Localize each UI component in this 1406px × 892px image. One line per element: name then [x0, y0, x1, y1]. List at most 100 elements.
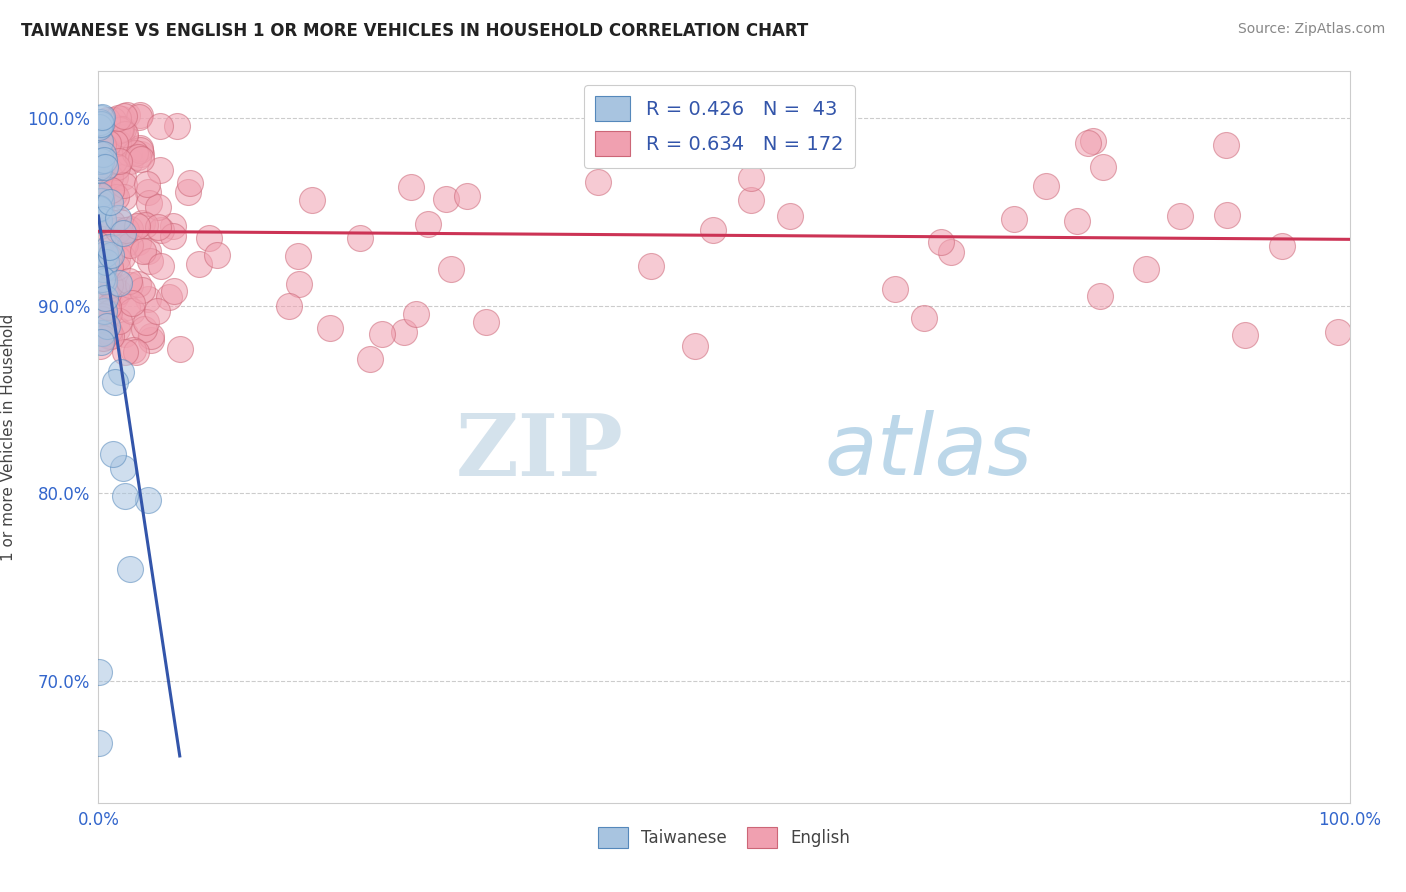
Point	[586, 175, 609, 189]
Point	[111, 112, 134, 126]
Point	[91, 326, 114, 340]
Point	[702, 223, 724, 237]
Point	[136, 492, 159, 507]
Point	[96, 323, 118, 337]
Point	[169, 343, 191, 357]
Point	[114, 223, 136, 237]
Point	[90, 117, 112, 131]
Point	[392, 325, 415, 339]
Point	[105, 251, 128, 265]
Point	[104, 158, 127, 172]
Point	[120, 277, 142, 292]
Point	[105, 161, 128, 175]
Point	[129, 143, 152, 157]
Point	[110, 123, 132, 137]
Point	[107, 276, 129, 290]
Point	[131, 216, 153, 230]
Point	[104, 136, 127, 151]
Point	[114, 127, 136, 141]
Point	[129, 146, 152, 161]
Point	[110, 365, 132, 379]
Point	[91, 261, 114, 276]
Point	[134, 218, 156, 232]
Point	[136, 292, 159, 306]
Point	[89, 665, 111, 679]
Point	[456, 189, 478, 203]
Point	[91, 183, 114, 197]
Point	[107, 211, 129, 225]
Point	[118, 146, 141, 161]
Point	[1327, 325, 1350, 339]
Point	[640, 260, 662, 274]
Y-axis label: 1 or more Vehicles in Household: 1 or more Vehicles in Household	[1, 313, 15, 561]
Point	[1066, 214, 1088, 228]
Point	[127, 219, 149, 233]
Point	[150, 260, 173, 274]
Point	[115, 108, 138, 122]
Point	[118, 237, 141, 252]
Point	[111, 135, 134, 149]
Point	[177, 186, 200, 200]
Point	[112, 121, 135, 136]
Point	[179, 176, 201, 190]
Point	[112, 178, 135, 193]
Point	[162, 219, 184, 233]
Point	[108, 153, 131, 168]
Point	[112, 190, 135, 204]
Point	[1035, 178, 1057, 193]
Point	[121, 304, 143, 318]
Point	[1090, 289, 1112, 303]
Point	[132, 322, 155, 336]
Point	[1215, 138, 1237, 153]
Point	[97, 326, 120, 340]
Point	[198, 230, 221, 244]
Point	[105, 260, 128, 274]
Point	[138, 244, 160, 258]
Point	[89, 118, 111, 132]
Point	[114, 327, 136, 342]
Point	[146, 304, 169, 318]
Point	[740, 193, 762, 207]
Point	[287, 249, 309, 263]
Point	[287, 277, 309, 292]
Point	[128, 108, 150, 122]
Text: atlas: atlas	[824, 410, 1032, 493]
Point	[103, 186, 125, 201]
Point	[128, 110, 150, 124]
Point	[97, 306, 120, 320]
Point	[91, 111, 114, 125]
Point	[205, 248, 228, 262]
Point	[107, 136, 129, 150]
Point	[1092, 160, 1115, 174]
Point	[127, 235, 149, 249]
Text: ZIP: ZIP	[456, 409, 624, 493]
Point	[929, 235, 952, 249]
Point	[105, 120, 128, 135]
Point	[107, 285, 129, 299]
Point	[90, 154, 112, 169]
Point	[128, 141, 150, 155]
Point	[141, 329, 163, 343]
Point	[89, 213, 111, 227]
Point	[93, 157, 115, 171]
Point	[94, 143, 117, 157]
Point	[359, 351, 381, 366]
Point	[98, 240, 121, 254]
Point	[1271, 238, 1294, 252]
Point	[104, 190, 127, 204]
Point	[405, 307, 427, 321]
Point	[884, 282, 907, 296]
Point	[93, 274, 115, 288]
Point	[371, 327, 394, 342]
Point	[1077, 136, 1099, 151]
Point	[91, 212, 114, 227]
Point	[349, 230, 371, 244]
Point	[399, 180, 422, 194]
Point	[108, 215, 131, 229]
Point	[93, 128, 115, 143]
Point	[103, 234, 125, 248]
Point	[148, 219, 170, 234]
Point	[101, 447, 124, 461]
Point	[111, 226, 134, 240]
Point	[104, 290, 127, 304]
